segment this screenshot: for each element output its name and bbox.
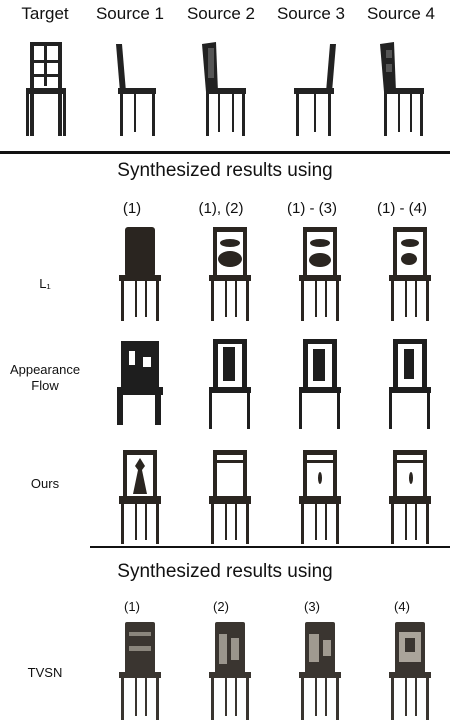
l1-result-1-image: [115, 225, 165, 321]
l1-result-3-image: [295, 225, 345, 321]
source-4-chair-image: [380, 42, 430, 136]
source-3-chair-image: [292, 44, 342, 136]
header-source-4: Source 4: [366, 4, 436, 23]
row-label-appearance-flow: Appearance Flow: [0, 362, 90, 394]
tvsn-result-4-image: [385, 620, 435, 720]
section-divider: [0, 151, 450, 154]
tvsn-result-2-image: [205, 620, 255, 720]
section2-col-3: (3): [304, 599, 320, 614]
l1-result-4-image: [385, 225, 435, 321]
ours-result-4-image: [385, 448, 435, 544]
section1-col-3: (1) - (3): [287, 200, 337, 217]
ours-result-2-image: [205, 448, 255, 544]
source-1-chair-image: [110, 44, 160, 136]
appearance-flow-result-4-image: [385, 337, 435, 433]
row-label-appearance-flow-line1: Appearance: [9, 362, 81, 377]
section2-col-4: (4): [394, 599, 410, 614]
section2-col-1: (1): [124, 599, 140, 614]
header-source-2: Source 2: [186, 4, 256, 23]
section2-divider: [90, 546, 450, 548]
section1-col-2: (1), (2): [198, 200, 244, 217]
appearance-flow-result-3-image: [295, 337, 345, 433]
source-2-chair-image: [200, 42, 250, 136]
appearance-flow-result-1-image: [115, 337, 165, 433]
section1-title: Synthesized results using: [117, 160, 333, 181]
l1-result-2-image: [205, 225, 255, 321]
ours-result-3-image: [295, 448, 345, 544]
section2-col-2: (2): [213, 599, 229, 614]
target-chair-image: [22, 40, 70, 136]
row-label-l1: L₁: [39, 276, 51, 291]
header-target: Target: [21, 4, 69, 23]
header-source-3: Source 3: [276, 4, 346, 23]
section2-title: Synthesized results using: [117, 561, 333, 582]
header-source-1: Source 1: [95, 4, 165, 23]
section1-col-4: (1) - (4): [377, 200, 427, 217]
row-label-appearance-flow-line2: Flow: [31, 378, 59, 393]
appearance-flow-result-2-image: [205, 337, 255, 433]
row-label-tvsn: TVSN: [27, 665, 63, 680]
tvsn-result-3-image: [295, 620, 345, 720]
tvsn-result-1-image: [115, 620, 165, 720]
ours-result-1-image: [115, 448, 165, 544]
row-label-ours: Ours: [30, 476, 60, 491]
section1-col-1: (1): [122, 200, 142, 217]
